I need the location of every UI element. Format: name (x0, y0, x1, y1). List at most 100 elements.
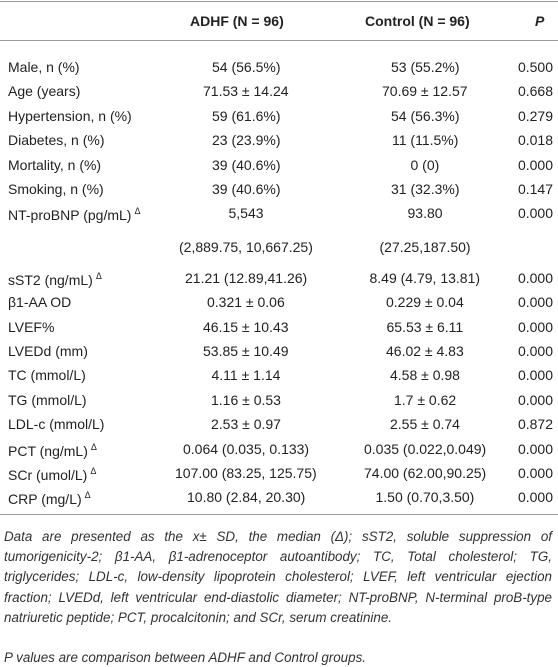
row-label: Hypertension, n (%) (8, 107, 132, 125)
p-value: 0.000 (517, 205, 553, 222)
row-label: Male, n (%) (8, 58, 80, 76)
footnote: P values are comparison between ADHF and… (4, 650, 366, 665)
adhf-value: 1.16 ± 0.53 (211, 391, 281, 408)
row-label-text: Diabetes, n (%) (8, 132, 105, 149)
p-value: 0.000 (517, 294, 553, 311)
p-value: 0.279 (517, 107, 553, 124)
row-label-text: TG (mmol/L) (8, 391, 87, 408)
row-label: LDL-c (mmol/L) (8, 415, 104, 433)
row-label: Diabetes, n (%) (8, 131, 104, 149)
control-value: 46.02 ± 4.83 (386, 343, 464, 359)
control-value: 0 (0) (410, 156, 440, 173)
control-value: 74.00 (62.00,90.25) (364, 465, 487, 481)
row-label: sST2 (ng/mL) Δ (8, 267, 102, 289)
adhf-value: 71.53 ± 14.24 (203, 83, 289, 100)
header-rule (0, 40, 558, 41)
control-value: 0.229 ± 0.04 (386, 294, 464, 311)
adhf-value: 46.15 ± 10.43 (203, 318, 289, 335)
control-value: 1.7 ± 0.62 (394, 391, 457, 408)
control-value: 0.035 (0.022,0.049) (364, 440, 487, 457)
row-label: Age (years) (8, 82, 80, 100)
control-value: 54 (56.3%) (391, 107, 460, 124)
control-value: 31 (32.3%) (391, 181, 460, 197)
median-marker: Δ (134, 206, 141, 217)
adhf-value: 21.21 (12.89,41.26) (185, 269, 308, 286)
p-value: 0.000 (517, 489, 553, 506)
row-label-text: Hypertension, n (%) (8, 107, 132, 124)
adhf-value: 10.80 (2.84, 20.30) (187, 489, 306, 506)
header-p: P (535, 13, 545, 29)
header-adhf: ADHF (N = 96) (190, 13, 284, 29)
row-label: β1-AA OD (8, 293, 71, 311)
adhf-value: 4.11 ± 1.14 (211, 367, 281, 384)
row-label: Mortality, n (%) (8, 156, 101, 174)
median-marker: Δ (90, 466, 97, 476)
median-marker: Δ (84, 490, 91, 501)
p-value: 0.000 (517, 367, 553, 384)
adhf-value: 59 (61.6%) (212, 107, 281, 124)
adhf-value: 0.064 (0.035, 0.133) (183, 440, 310, 457)
p-value: 0.668 (517, 83, 553, 100)
adhf-range: (2,889.75, 10,667.25) (179, 239, 313, 256)
row-label: LVEDd (mm) (8, 342, 88, 360)
control-value: 70.69 ± 12.57 (382, 83, 468, 100)
adhf-value: 53.85 ± 10.49 (203, 343, 289, 359)
adhf-value: 39 (40.6%) (212, 156, 281, 173)
p-value: 0.000 (517, 156, 553, 173)
p-value: 0.018 (517, 132, 553, 149)
row-label-text: Mortality, n (%) (8, 156, 102, 173)
p-value: 0.000 (517, 440, 553, 457)
row-label-text: Age (years) (8, 83, 81, 100)
row-label-text: β1-AA OD (8, 294, 72, 311)
row-label-text: NT-proBNP (pg/mL) (8, 207, 132, 224)
row-label-text: TC (mmol/L) (8, 367, 86, 384)
row-label-text: Male, n (%) (8, 59, 80, 75)
row-label-text: PCT (ng/mL) (8, 442, 88, 459)
adhf-value: 39 (40.6%) (212, 181, 281, 197)
adhf-value: 107.00 (83.25, 125.75) (175, 465, 317, 481)
row-label: CRP (mg/L) Δ (8, 486, 91, 508)
table-bottom-rule (0, 514, 558, 515)
row-label: LVEF% (8, 318, 54, 336)
adhf-value: 0.321 ± 0.06 (207, 294, 285, 311)
adhf-value: 54 (56.5%) (212, 59, 281, 75)
p-value: 0.000 (517, 391, 553, 408)
control-value: 65.53 ± 6.11 (386, 318, 464, 335)
control-range: (27.25,187.50) (379, 239, 471, 256)
p-value: 0.147 (517, 181, 553, 197)
p-value: 0.872 (517, 416, 553, 433)
row-label-text: LVEDd (mm) (8, 343, 88, 359)
row-label-text: Smoking, n (%) (8, 181, 104, 197)
row-label: Smoking, n (%) (8, 180, 104, 198)
control-value: 11 (11.5%) (392, 132, 459, 149)
table-top-rule (0, 1, 558, 2)
median-marker: Δ (95, 270, 102, 281)
adhf-value: 2.53 ± 0.97 (211, 416, 281, 433)
control-value: 2.55 ± 0.74 (390, 416, 460, 433)
footnote: Data are presented as the x± SD, the med… (4, 529, 552, 625)
row-label-text: CRP (mg/L) (8, 491, 82, 508)
p-value: 0.000 (517, 465, 553, 481)
control-value: 1.50 (0.70,3.50) (375, 489, 475, 506)
control-value: 53 (55.2%) (391, 59, 460, 75)
row-label: TC (mmol/L) (8, 366, 86, 384)
row-label-text: sST2 (ng/mL) (8, 271, 93, 288)
control-value: 4.58 ± 0.98 (390, 367, 460, 384)
adhf-value: 5,543 (228, 205, 264, 222)
p-value: 0.000 (517, 318, 553, 335)
p-value: 0.000 (517, 343, 553, 359)
p-value: 0.000 (517, 269, 553, 286)
adhf-value: 23 (23.9%) (212, 132, 281, 149)
row-label: SCr (umol/L) Δ (8, 462, 96, 484)
row-label: NT-proBNP (pg/mL) Δ (8, 202, 140, 224)
median-marker: Δ (90, 441, 97, 452)
p-value: 0.500 (517, 59, 553, 75)
row-label-text: LDL-c (mmol/L) (8, 416, 105, 433)
row-label-text: LVEF% (8, 318, 55, 335)
control-value: 93.80 (407, 205, 443, 222)
row-label-text: SCr (umol/L) (8, 467, 88, 483)
header-control: Control (N = 96) (365, 13, 470, 29)
row-label: TG (mmol/L) (8, 391, 87, 409)
row-label: PCT (ng/mL) Δ (8, 438, 97, 460)
